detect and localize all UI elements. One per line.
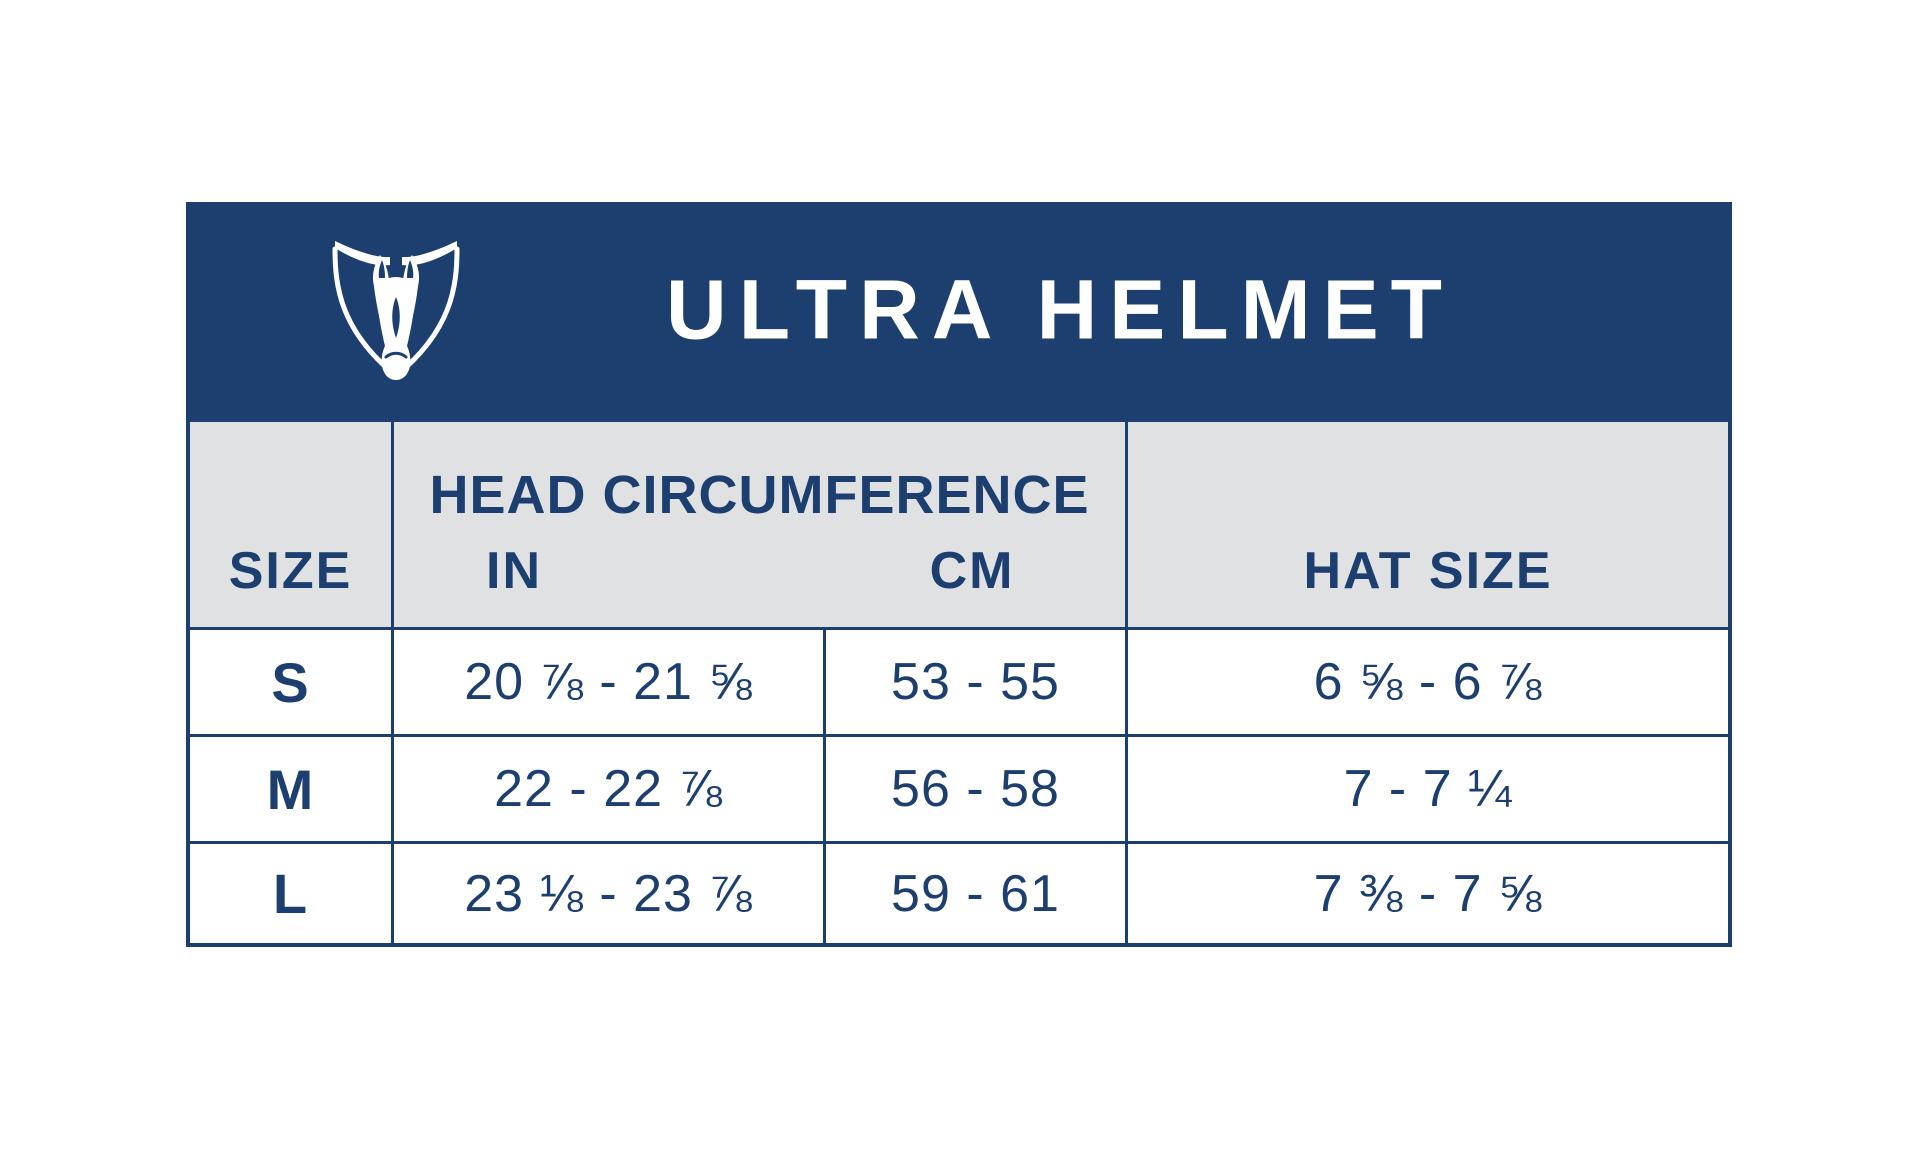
size-cell-l: L (190, 841, 394, 943)
column-header-cm: CM (929, 542, 1015, 600)
in-cell-m: 22 - 22 ⅞ (394, 734, 826, 841)
cm-cell-m: 56 - 58 (826, 734, 1128, 841)
column-header-in: IN (486, 542, 542, 600)
helmet-size-chart-table: ULTRA HELMET SIZE HEAD CIRCUMFERENCE IN … (186, 202, 1732, 947)
size-cell-s: S (190, 627, 394, 734)
hat-size-cell-l: 7 ⅜ - 7 ⅝ (1128, 841, 1728, 943)
column-header-hat-size: HAT SIZE (1128, 422, 1728, 627)
head-circumference-label: HEAD CIRCUMFERENCE (429, 465, 1090, 525)
hat-size-cell-s: 6 ⅝ - 6 ⅞ (1128, 627, 1728, 734)
table-header-banner: ULTRA HELMET (190, 206, 1728, 422)
in-cell-l: 23 ⅛ - 23 ⅞ (394, 841, 826, 943)
cm-cell-s: 53 - 55 (826, 627, 1128, 734)
hat-size-cell-m: 7 - 7 ¼ (1128, 734, 1728, 841)
column-header-size: SIZE (190, 422, 394, 627)
horse-shield-logo-icon (332, 241, 460, 380)
chart-title: ULTRA HELMET (666, 262, 1454, 357)
cm-cell-l: 59 - 61 (826, 841, 1128, 943)
in-cell-s: 20 ⅞ - 21 ⅝ (394, 627, 826, 734)
size-cell-m: M (190, 734, 394, 841)
column-header-head-circumference: HEAD CIRCUMFERENCE IN CM (394, 422, 1128, 627)
